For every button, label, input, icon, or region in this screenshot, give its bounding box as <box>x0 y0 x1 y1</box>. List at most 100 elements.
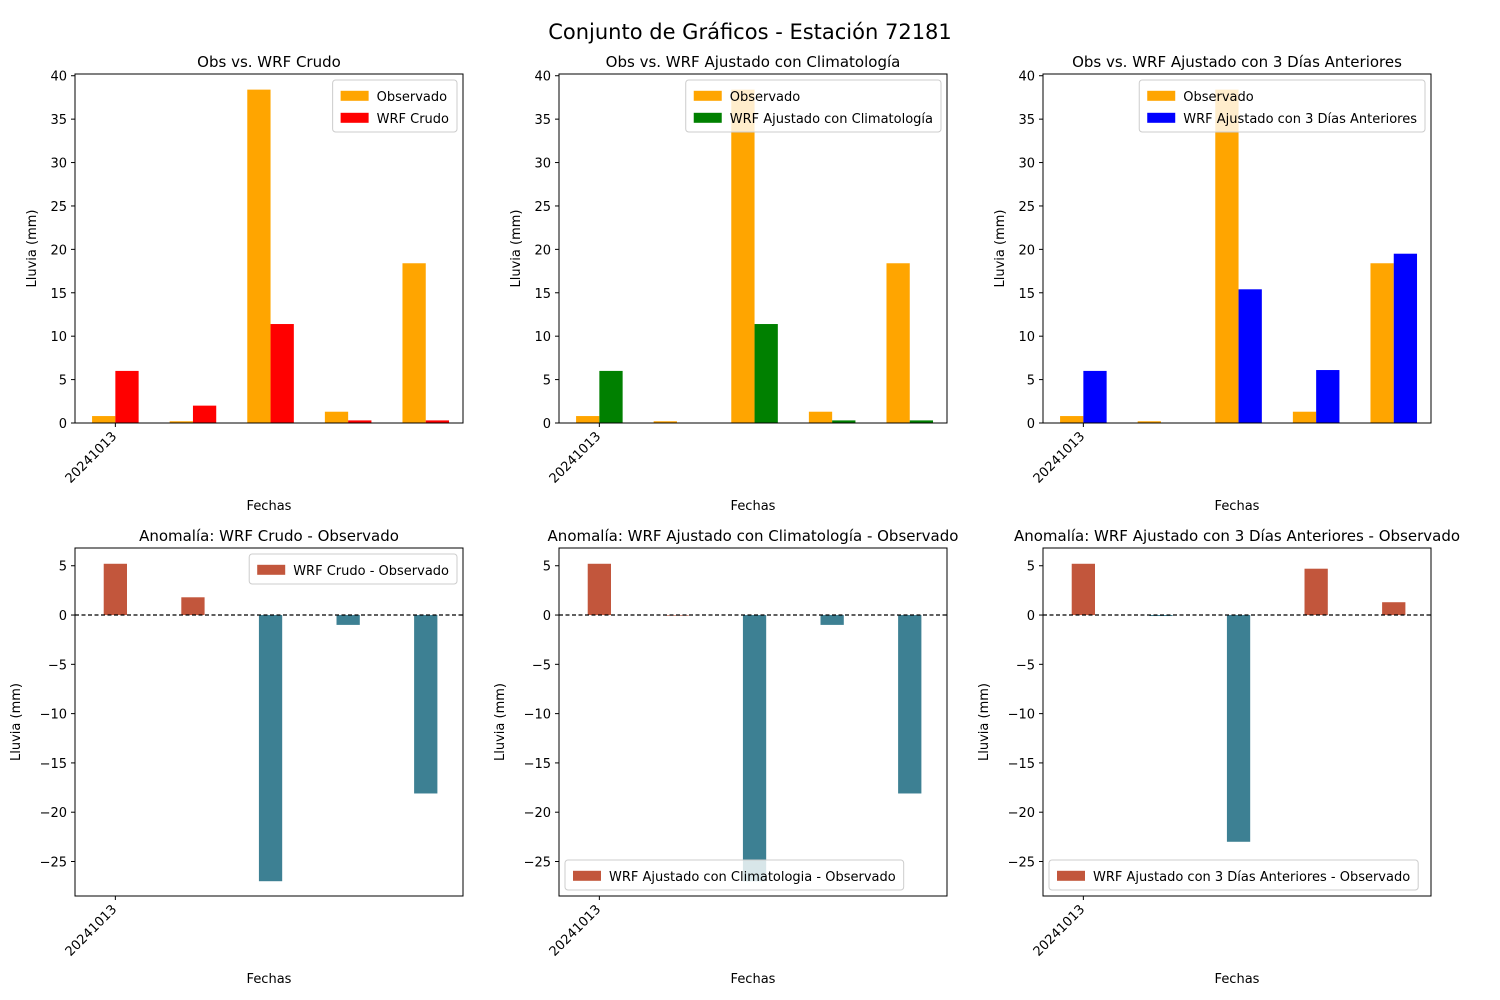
y-axis-label: Lluvia (mm) <box>993 210 1008 288</box>
legend-swatch <box>1147 90 1176 101</box>
anomaly-bar-3 <box>742 615 767 882</box>
y-tick-label: 5 <box>1027 374 1035 389</box>
y-tick-label: −20 <box>524 806 551 821</box>
bar-wrf-4 <box>1316 370 1340 423</box>
y-tick-label: 15 <box>1018 287 1035 302</box>
y-tick-label: 30 <box>534 157 551 172</box>
y-tick-label: 5 <box>1027 560 1035 575</box>
legend-frame <box>248 553 458 585</box>
legend-swatch <box>340 112 369 123</box>
bar-observado-2 <box>1137 421 1161 423</box>
legend-entry-label: WRF Ajustado con 3 Días Anteriores <box>1183 112 1417 127</box>
y-tick-label: 30 <box>50 157 67 172</box>
y-tick-label: 40 <box>534 70 551 85</box>
bar-observado-4 <box>324 411 349 423</box>
y-tick-label: 0 <box>543 609 551 624</box>
anomaly-bar-2 <box>181 597 205 616</box>
y-tick-label: −15 <box>524 757 551 772</box>
bar-wrf-5 <box>909 420 934 423</box>
bar-observado-2 <box>169 421 193 423</box>
y-tick-label: 40 <box>1018 70 1035 85</box>
chart-title: Anomalía: WRF Ajustado con Climatología … <box>548 527 959 545</box>
y-axis-label: Lluvia (mm) <box>9 683 24 761</box>
y-tick-label: −15 <box>1008 757 1035 772</box>
legend-frame <box>685 79 942 133</box>
figure-suptitle: Conjunto de Gráficos - Estación 72181 <box>548 20 952 44</box>
legend: WRF Ajustado con Climatologia - Observad… <box>564 859 905 891</box>
bar-wrf-1 <box>599 370 623 423</box>
bar-observado-2 <box>653 421 677 423</box>
y-tick-label: 15 <box>50 287 67 302</box>
anomaly-bar-1 <box>1071 563 1095 616</box>
bar-wrf-3 <box>1238 289 1262 423</box>
legend-swatch <box>1147 112 1176 123</box>
legend-entry-label: WRF Ajustado con 3 Días Anteriores - Obs… <box>1093 870 1410 885</box>
axes-frame <box>1042 73 1432 424</box>
legend-swatch <box>693 112 722 123</box>
y-tick-label: −20 <box>1008 806 1035 821</box>
y-tick-label: 20 <box>1018 243 1035 258</box>
y-tick-label: 0 <box>59 609 67 624</box>
legend: WRF Ajustado con 3 Días Anteriores - Obs… <box>1048 859 1419 891</box>
axes-frame <box>74 73 464 424</box>
y-tick-label: 5 <box>59 560 67 575</box>
y-tick-label: 25 <box>1018 200 1035 215</box>
y-tick-label: 0 <box>1027 609 1035 624</box>
legend: Observado WRF Ajustado con Climatología <box>685 79 942 133</box>
legend-entry-label: Observado <box>730 90 801 105</box>
x-axis-label: Fechas <box>731 972 776 987</box>
bar-wrf-3 <box>270 324 294 423</box>
y-tick-label: 10 <box>1018 330 1035 345</box>
legend: Observado WRF Crudo <box>332 79 458 133</box>
legend-swatch <box>693 90 722 101</box>
legend-frame <box>564 859 905 891</box>
bar-wrf-2 <box>192 405 217 423</box>
bar-wrf-4 <box>832 420 856 423</box>
y-tick-label: 35 <box>50 113 67 128</box>
y-tick-label: 0 <box>1027 417 1035 432</box>
y-tick-label: −20 <box>40 806 67 821</box>
y-tick-label: −10 <box>1008 708 1035 723</box>
bar-observado-4 <box>808 411 833 423</box>
legend-swatch <box>1057 870 1085 881</box>
y-tick-label: −25 <box>524 855 551 870</box>
x-axis-label: Fechas <box>247 972 292 987</box>
y-tick-label: 30 <box>1018 157 1035 172</box>
x-axis-label: Fechas <box>1215 499 1260 514</box>
legend-entry-label: WRF Crudo <box>377 112 449 127</box>
axes-frame <box>74 547 464 897</box>
y-tick-label: 0 <box>59 417 67 432</box>
anomaly-bar-5 <box>414 615 438 794</box>
legend: WRF Crudo - Observado <box>248 553 458 585</box>
bar-wrf-4 <box>348 420 372 423</box>
anomaly-bar-4 <box>820 615 844 625</box>
anomaly-bar-5 <box>898 615 922 794</box>
legend-entry-label: Observado <box>1183 90 1254 105</box>
legend-entry-label: WRF Ajustado con Climatología <box>730 112 933 127</box>
y-axis-label: Lluvia (mm) <box>977 683 992 761</box>
x-axis-label: Fechas <box>731 499 776 514</box>
y-tick-label: −10 <box>40 708 67 723</box>
bar-wrf-1 <box>1083 370 1107 423</box>
y-tick-label: −25 <box>1008 855 1035 870</box>
y-axis-label: Lluvia (mm) <box>509 210 524 288</box>
y-tick-label: −5 <box>532 658 551 673</box>
y-tick-label: 5 <box>59 374 67 389</box>
anomaly-bar-4 <box>336 615 360 625</box>
bar-observado-1 <box>92 416 116 423</box>
chart-title: Anomalía: WRF Crudo - Observado <box>139 527 399 545</box>
bar-observado-3 <box>1215 89 1239 424</box>
bar-observado-1 <box>576 416 600 423</box>
y-tick-label: 20 <box>534 243 551 258</box>
axes-frame <box>1042 547 1432 897</box>
y-tick-label: −15 <box>40 757 67 772</box>
y-tick-label: 5 <box>543 560 551 575</box>
y-tick-label: −10 <box>524 708 551 723</box>
y-tick-label: 25 <box>50 200 67 215</box>
x-axis-label: Fechas <box>1215 972 1260 987</box>
y-tick-label: 5 <box>543 374 551 389</box>
anomaly-bar-5 <box>1382 602 1406 616</box>
bar-observado-1 <box>1060 416 1084 423</box>
legend-swatch <box>340 90 369 101</box>
